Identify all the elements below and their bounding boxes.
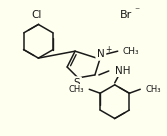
- Text: CH₃: CH₃: [123, 47, 139, 56]
- Text: NH: NH: [115, 66, 130, 76]
- Text: CH₃: CH₃: [69, 85, 84, 94]
- Text: Br: Br: [120, 10, 132, 20]
- Text: Cl: Cl: [31, 10, 42, 19]
- Text: CH₃: CH₃: [145, 85, 161, 94]
- Text: +: +: [106, 45, 112, 54]
- Text: ⁻: ⁻: [135, 7, 140, 17]
- Text: S: S: [74, 78, 80, 88]
- Text: N: N: [97, 49, 105, 59]
